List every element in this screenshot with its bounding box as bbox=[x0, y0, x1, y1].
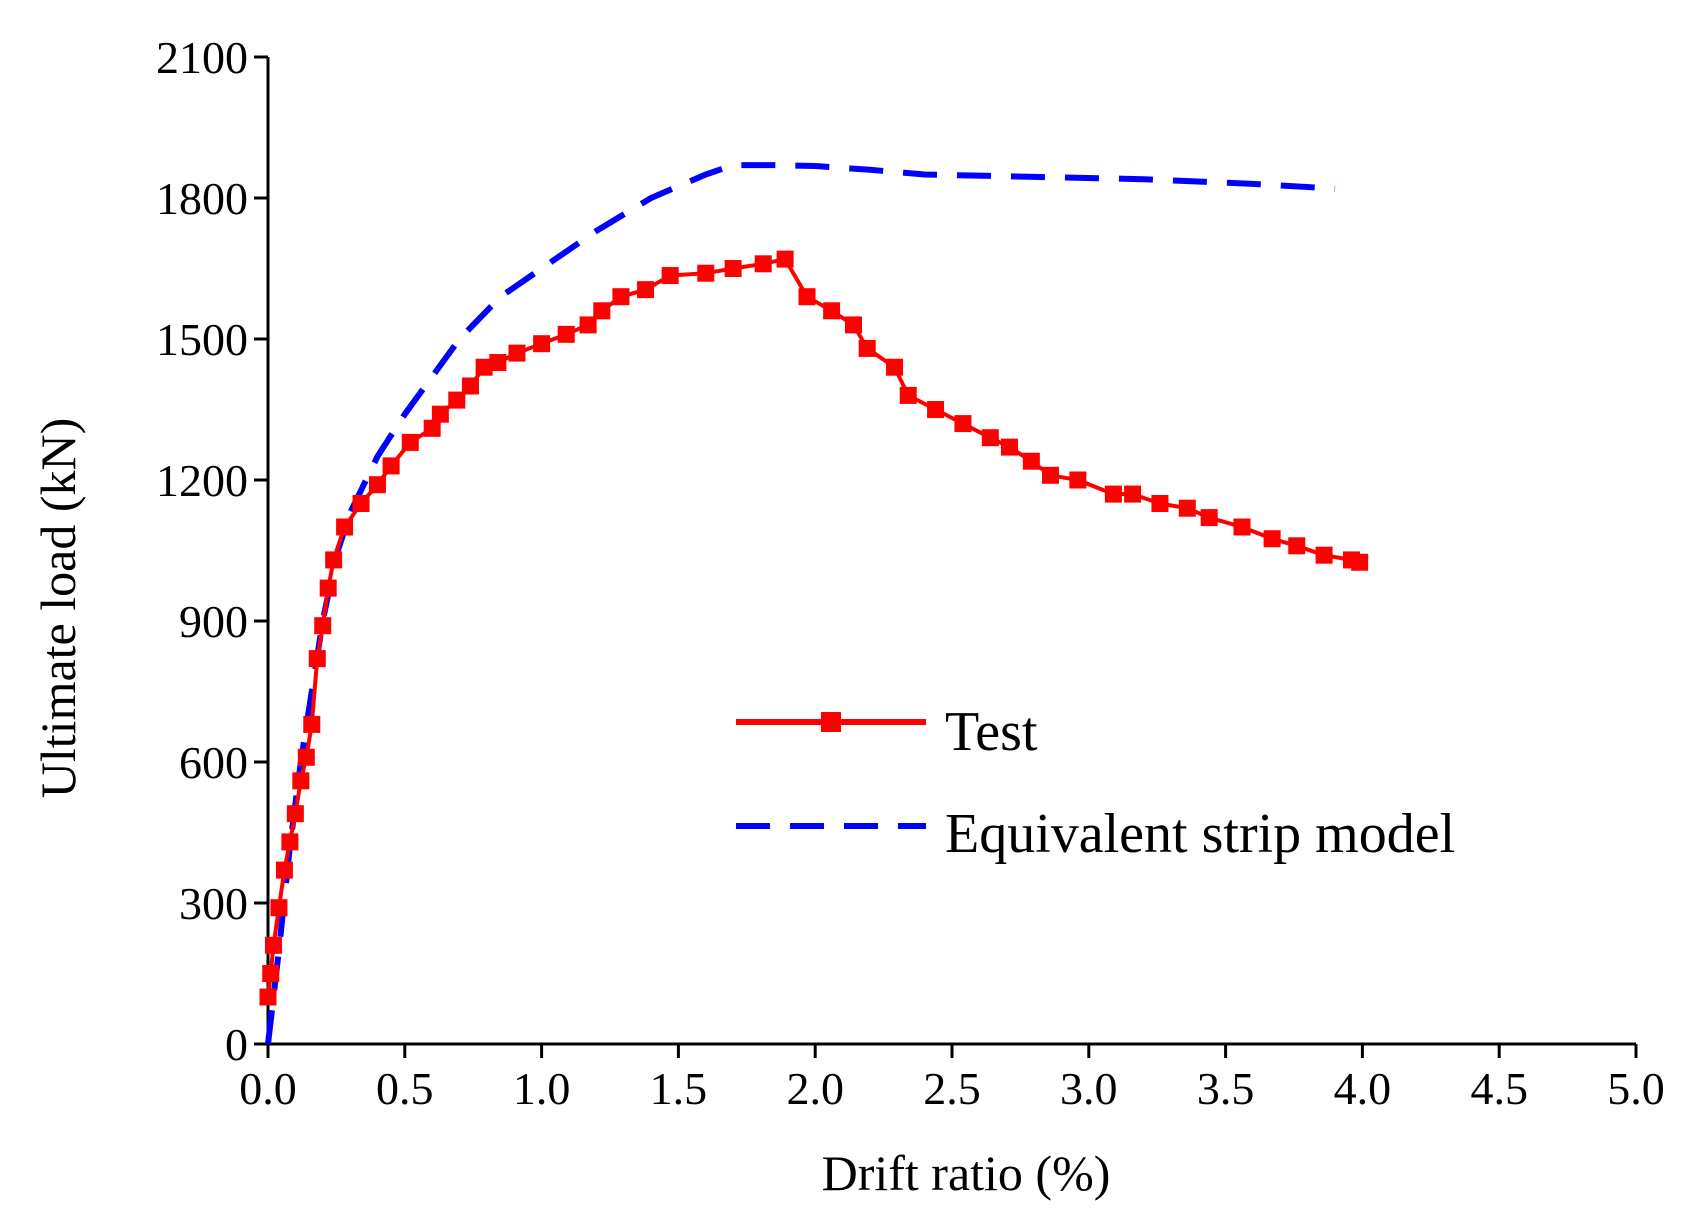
series-line-equivalent-strip-model bbox=[265, 162, 1336, 1045]
test-data-point bbox=[899, 386, 917, 404]
legend-model-label: Equivalent strip model bbox=[945, 803, 1455, 865]
test-data-point bbox=[1041, 466, 1059, 484]
test-data-point bbox=[308, 650, 326, 668]
y-tick-label: 900 bbox=[179, 596, 248, 647]
test-data-point bbox=[275, 861, 293, 879]
test-data-point bbox=[431, 405, 449, 423]
test-data-point bbox=[423, 419, 441, 437]
x-axis-label: Drift ratio (%) bbox=[822, 1145, 1111, 1201]
test-data-point bbox=[858, 339, 876, 357]
test-data-point bbox=[637, 281, 655, 299]
y-tick-label: 0 bbox=[225, 1019, 248, 1070]
test-data-point bbox=[1315, 546, 1333, 564]
test-data-point bbox=[325, 551, 343, 569]
test-data-point bbox=[1151, 495, 1169, 512]
x-tick-label: 2.0 bbox=[786, 1063, 844, 1114]
y-tick-label: 300 bbox=[179, 878, 248, 929]
test-data-point bbox=[270, 899, 288, 917]
x-tick-label: 0.0 bbox=[239, 1063, 297, 1114]
test-data-point bbox=[259, 988, 277, 1006]
test-data-point bbox=[262, 965, 280, 982]
test-data-point bbox=[798, 288, 816, 306]
test-data-point bbox=[612, 288, 630, 306]
test-data-point bbox=[314, 617, 332, 635]
test-data-point bbox=[1288, 537, 1306, 555]
test-data-point bbox=[1104, 485, 1122, 503]
legend-test-label: Test bbox=[945, 701, 1038, 763]
test-data-point bbox=[475, 358, 493, 376]
y-tick-label: 1200 bbox=[156, 455, 248, 506]
test-data-point bbox=[303, 715, 321, 733]
test-data-point bbox=[264, 936, 282, 954]
y-tick-label: 1800 bbox=[156, 173, 248, 224]
test-data-point bbox=[557, 325, 575, 343]
test-data-point bbox=[724, 260, 742, 277]
test-data-point bbox=[336, 518, 354, 536]
test-data-point bbox=[461, 377, 479, 395]
x-tick-label: 1.5 bbox=[650, 1063, 708, 1114]
x-tick-label: 1.0 bbox=[513, 1063, 571, 1114]
y-tick-label: 2100 bbox=[156, 32, 248, 83]
y-tick-label: 600 bbox=[179, 737, 248, 788]
test-data-point bbox=[927, 401, 945, 418]
test-data-point bbox=[508, 344, 526, 362]
test-data-point bbox=[382, 457, 400, 475]
test-data-point bbox=[886, 358, 904, 376]
y-tick-label: 1500 bbox=[156, 314, 248, 365]
y-axis-label: Ultimate load (kN) bbox=[30, 418, 86, 798]
legend: Test Equivalent strip model bbox=[736, 701, 1455, 865]
test-data-point bbox=[297, 748, 315, 766]
x-tick-label: 4.0 bbox=[1334, 1063, 1392, 1114]
test-data-point bbox=[954, 415, 972, 433]
test-data-point bbox=[281, 833, 299, 851]
test-data-point bbox=[368, 476, 386, 494]
test-data-point bbox=[352, 495, 370, 512]
x-tick-label: 0.5 bbox=[376, 1063, 434, 1114]
test-data-point bbox=[593, 302, 611, 320]
test-data-point bbox=[489, 354, 507, 371]
test-data-point bbox=[1022, 452, 1040, 470]
test-data-point bbox=[579, 316, 597, 334]
x-tick-label: 3.0 bbox=[1060, 1063, 1118, 1114]
test-data-point bbox=[1263, 530, 1281, 548]
test-data-point bbox=[286, 805, 304, 823]
test-data-point bbox=[1069, 471, 1087, 489]
test-data-point bbox=[448, 391, 466, 409]
test-data-point bbox=[1200, 509, 1218, 527]
test-data-point bbox=[776, 250, 794, 268]
test-data-point bbox=[1351, 553, 1369, 571]
x-tick-label: 2.5 bbox=[923, 1063, 981, 1114]
test-data-point bbox=[845, 316, 863, 334]
legend-test-marker bbox=[821, 712, 841, 732]
y-ticks: 0 300 600 900 1200 1500 1800 2100 bbox=[156, 32, 268, 1070]
test-data-point bbox=[823, 302, 841, 320]
test-data-point bbox=[754, 255, 772, 273]
test-data-point bbox=[292, 772, 310, 790]
test-data-point bbox=[401, 433, 419, 451]
test-data-point bbox=[1233, 518, 1251, 536]
x-tick-label: 3.5 bbox=[1197, 1063, 1255, 1114]
test-data-point bbox=[319, 579, 337, 597]
x-ticks: 0.0 0.5 1.0 1.5 2.0 2.5 3.0 3.5 4.0 4.5 5.0 bbox=[239, 1044, 1665, 1114]
test-data-point bbox=[1124, 485, 1142, 503]
test-data-point bbox=[981, 429, 999, 447]
test-data-point bbox=[697, 264, 715, 282]
test-data-point bbox=[661, 267, 679, 285]
plot-area bbox=[259, 162, 1369, 1045]
x-tick-label: 5.0 bbox=[1607, 1063, 1665, 1114]
test-data-point bbox=[1178, 499, 1196, 517]
x-tick-label: 4.5 bbox=[1470, 1063, 1528, 1114]
test-data-point bbox=[533, 335, 551, 353]
test-data-point bbox=[1000, 438, 1018, 456]
